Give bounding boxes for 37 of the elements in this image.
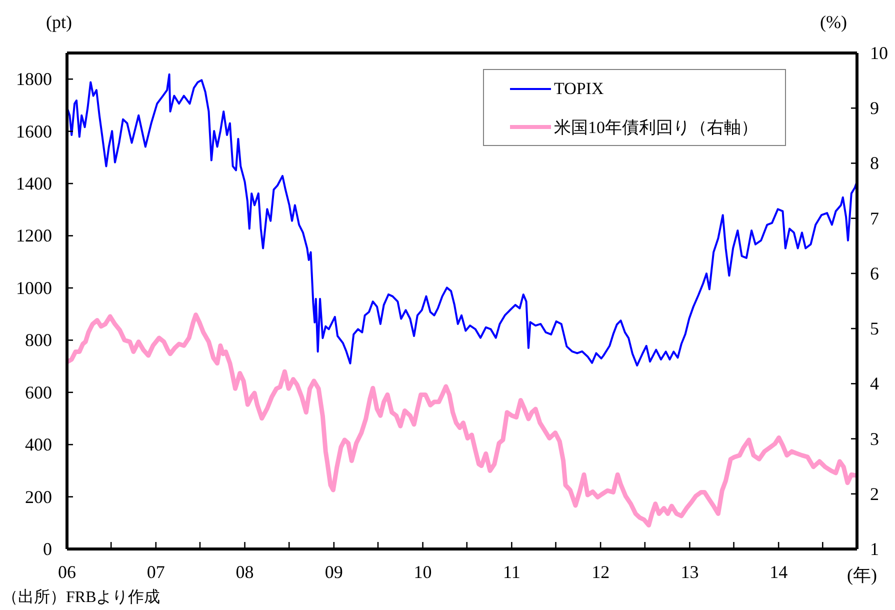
y2-tick-label: 10 bbox=[870, 43, 888, 63]
y-tick-label: 600 bbox=[25, 382, 52, 402]
y-tick-label: 1800 bbox=[16, 69, 52, 90]
y2-tick-label: 6 bbox=[870, 263, 879, 284]
y-tick-label: 0 bbox=[43, 539, 52, 559]
y-axis-title: (pt) bbox=[46, 12, 72, 32]
y-tick-label: 200 bbox=[25, 486, 52, 507]
x-tick-label: 13 bbox=[680, 562, 699, 582]
x-tick-label: 11 bbox=[503, 562, 520, 582]
text: （出所）FRBより作成 bbox=[2, 589, 160, 606]
y2-tick-label: 7 bbox=[870, 208, 879, 228]
legend-label: TOPIX bbox=[554, 79, 604, 99]
x-tick-label: 06 bbox=[58, 562, 76, 582]
y2-tick-label: 4 bbox=[870, 374, 879, 394]
x-tick-label: 09 bbox=[324, 562, 343, 582]
line-series bbox=[67, 312, 857, 528]
x-axis-title: (年) bbox=[847, 565, 877, 585]
y-tick-label: 1400 bbox=[16, 174, 52, 194]
line-series bbox=[67, 73, 857, 366]
y-tick-label: 1200 bbox=[16, 226, 52, 246]
y-tick-label: 1000 bbox=[16, 278, 52, 298]
legend-label: 米国10年債利回り（右軸） bbox=[554, 116, 758, 138]
x-tick-label: 14 bbox=[770, 562, 788, 582]
y-tick-label: 400 bbox=[25, 434, 52, 455]
y2-tick-label: 9 bbox=[870, 98, 879, 118]
y2-axis-title: (%) bbox=[820, 12, 847, 32]
y2-tick-label: 8 bbox=[870, 153, 879, 174]
y2-tick-label: 3 bbox=[870, 428, 879, 449]
y-tick-label: 1600 bbox=[16, 121, 52, 142]
y2-tick-label: 2 bbox=[870, 484, 879, 504]
x-tick-label: 08 bbox=[236, 562, 254, 582]
y2-tick-label: 5 bbox=[870, 318, 879, 339]
x-tick-label: 10 bbox=[414, 562, 432, 582]
x-tick-label: 12 bbox=[592, 562, 610, 582]
y2-tick-label: 1 bbox=[870, 539, 879, 559]
x-tick-label: 07 bbox=[146, 562, 165, 582]
y-tick-label: 800 bbox=[25, 330, 52, 350]
